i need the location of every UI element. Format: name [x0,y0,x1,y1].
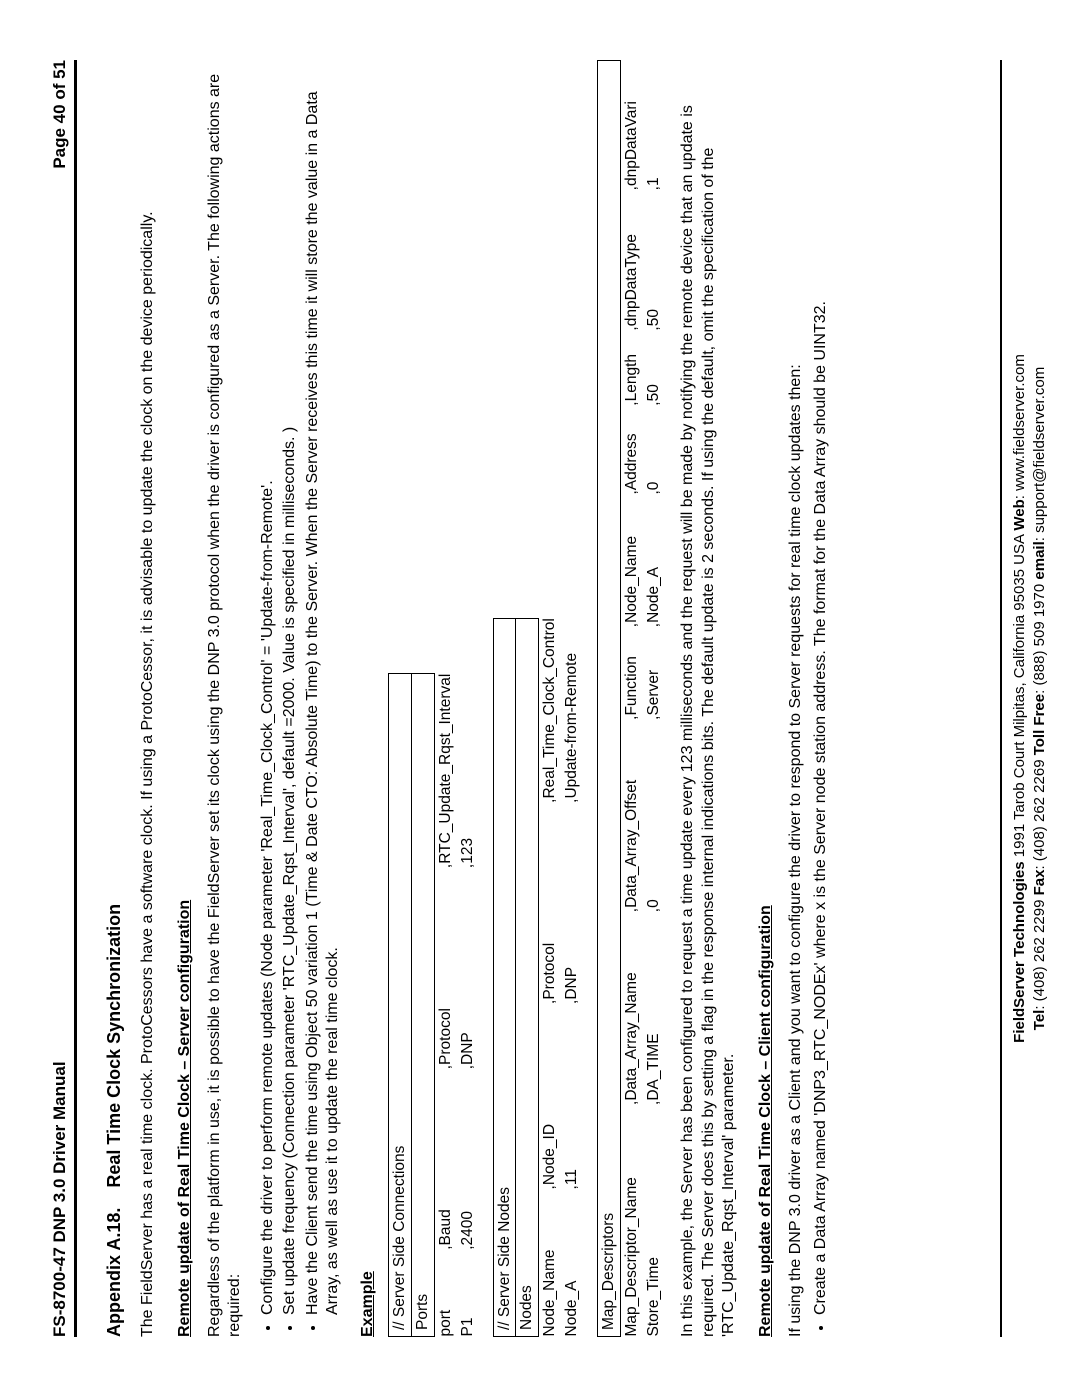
cell: ,Node_A [643,495,665,628]
cell: Node_A [561,1249,583,1336]
cell: ,Update-from-Remote [561,618,583,943]
col-header: Node_Name [539,1249,561,1336]
col-header: ,Data_Array_Name [620,912,642,1105]
footer-address: 1991 Tarob Court Milpitas, California 95… [1011,531,1028,862]
col-header: ,dnpDataType [620,190,642,330]
table-comment: // Server Side Nodes [493,618,516,1336]
footer-toll-label: Toll Free [1031,694,1048,755]
table-section: Map_Descriptors [597,61,620,1337]
cell: ,123 [457,674,479,1008]
footer-email: : support@fieldserver.com [1031,367,1048,541]
cell: ,50 [643,331,665,406]
client-config-heading: Remote update of Real Time Clock – Clien… [756,60,776,1337]
table-row: Store_Time ,DA_TIME ,0 ,Server ,Node_A ,… [643,61,665,1337]
footer-fax: : (408) 262 2269 [1031,755,1048,869]
page-header: FS-8700-47 DNP 3.0 Driver Manual Page 40… [50,60,74,1337]
map-descriptors-table: Map_Descriptors Map_Descriptor_Name ,Dat… [597,60,664,1337]
header-left: FS-8700-47 DNP 3.0 Driver Manual [50,1061,70,1337]
appendix-label: Appendix A.18. [104,1208,124,1337]
footer-line-1: FieldServer Technologies 1991 Tarob Cour… [1010,60,1030,1337]
table-row: Node_A ,11 ,DNP ,Update-from-Remote [561,618,583,1336]
col-header: Map_Descriptor_Name [620,1105,642,1337]
col-header: ,Baud [434,1209,456,1310]
cell: ,Server [643,627,665,720]
table-section: Nodes [516,618,539,1336]
example-paragraph: In this example, the Server has been con… [678,60,739,1337]
cell: ,0 [643,720,665,912]
server-config-heading: Remote update of Real Time Clock – Serve… [175,60,195,1337]
footer-company: FieldServer Technologies [1011,861,1028,1042]
list-item: Have the Client send the time using Obje… [303,60,344,1315]
server-config-lead: Regardless of the platform in use, it is… [205,60,246,1337]
example-heading: Example [358,60,378,1337]
footer-fax-label: Fax [1031,870,1048,896]
col-header: ,Protocol [539,943,561,1124]
col-header: ,Address [620,406,642,495]
page-footer: FieldServer Technologies 1991 Tarob Cour… [1000,60,1051,1337]
col-header: ,RTC_Update_Rqst_Interval [434,674,456,1008]
client-config-bullets: Create a Data Array named 'DNP3_RTC_NODE… [811,60,831,1315]
col-header: ,Protocol [434,1008,456,1209]
client-config-lead: If using the DNP 3.0 driver as a Client … [786,60,806,1337]
page-rotated: FS-8700-47 DNP 3.0 Driver Manual Page 40… [0,0,1080,1397]
footer-tel-label: Tel [1031,1010,1048,1031]
server-config-bullets: Configure the driver to perform remote u… [258,60,344,1315]
appendix-heading: Appendix A.18. Real Time Clock Synchroni… [103,60,126,1337]
header-right: Page 40 of 51 [50,60,70,169]
list-item: Create a Data Array named 'DNP3_RTC_NODE… [811,60,831,1315]
list-item: Set update frequency (Connection paramet… [280,60,300,1315]
footer-email-label: email [1031,541,1048,579]
table-row: port ,Baud ,Protocol ,RTC_Update_Rqst_In… [434,674,456,1337]
cell: ,DA_TIME [643,912,665,1105]
cell: ,DNP [457,1008,479,1209]
footer-tel: : (408) 262 2299 [1031,895,1048,1009]
cell: ,50 [643,190,665,330]
footer-web-label: Web [1011,499,1028,530]
col-header: port [434,1310,456,1337]
table-row: P1 ,2400 ,DNP ,123 [457,674,479,1337]
header-rule [74,60,77,1337]
col-header: ,dnpDataVari [620,61,642,191]
col-header: ,Function [620,627,642,720]
intro-paragraph: The FieldServer has a real time clock. P… [138,60,158,1337]
cell: ,0 [643,406,665,495]
footer-line-2: Tel: (408) 262 2299 Fax: (408) 262 2269 … [1030,60,1050,1337]
footer-toll: : (888) 509 1970 [1031,580,1048,694]
table-row: Node_Name ,Node_ID ,Protocol ,Real_Time_… [539,618,561,1336]
col-header: ,Real_Time_Clock_Control [539,618,561,943]
nodes-table: // Server Side Nodes Nodes Node_Name ,No… [493,618,583,1337]
page-content: Appendix A.18. Real Time Clock Synchroni… [95,60,1000,1337]
appendix-title-text: Real Time Clock Synchronization [104,904,124,1188]
ports-table: // Server Side Connections Ports port ,B… [388,673,478,1337]
cell: ,1 [643,61,665,191]
cell: ,DNP [561,943,583,1124]
col-header: ,Node_ID [539,1124,561,1249]
table-comment: // Server Side Connections [389,674,412,1337]
col-header: ,Length [620,331,642,406]
cell: P1 [457,1310,479,1337]
cell: ,11 [561,1124,583,1249]
cell: ,2400 [457,1209,479,1310]
col-header: ,Data_Array_Offset [620,720,642,912]
table-row: Map_Descriptor_Name ,Data_Array_Name ,Da… [620,61,642,1337]
cell: Store_Time [643,1105,665,1337]
col-header: ,Node_Name [620,495,642,628]
footer-web: : www.fieldserver.com [1011,354,1028,499]
list-item: Configure the driver to perform remote u… [258,60,278,1315]
table-section: Ports [412,674,435,1337]
